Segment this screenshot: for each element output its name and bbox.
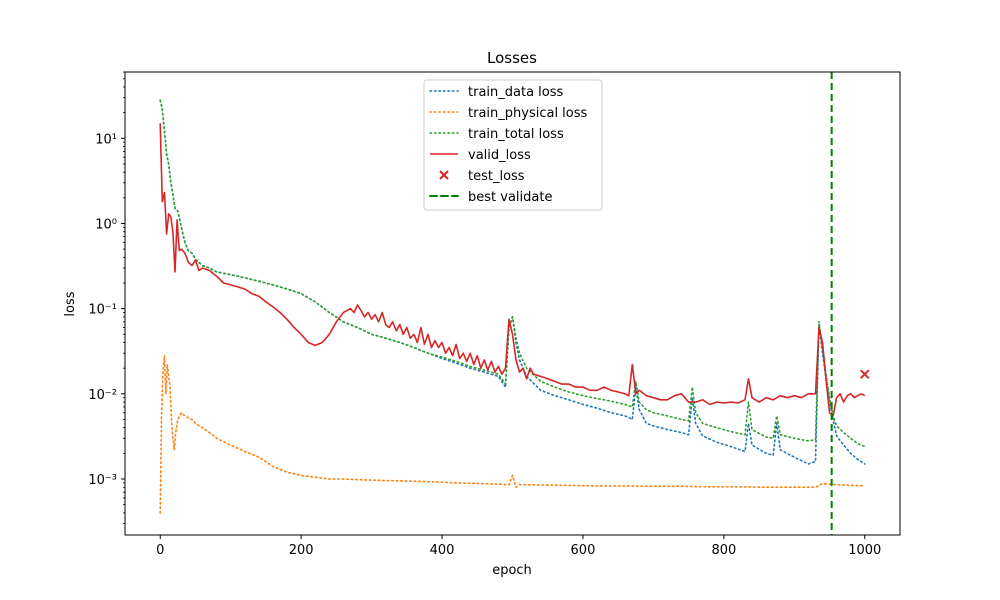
legend-item-train-data-loss: train_data loss (429, 85, 564, 100)
x-tick-label: 0 (156, 543, 164, 558)
legend-item-valid-loss: valid_loss (430, 148, 531, 163)
legend-box (423, 79, 603, 211)
x-tick-label: 400 (430, 543, 455, 558)
x-tick-label: 800 (711, 543, 736, 558)
y-tick-label: 10⁰ (95, 217, 117, 232)
test-loss-marker (860, 369, 870, 379)
data-layer (159, 72, 870, 535)
legend-item-train-physical-loss: train_physical loss (429, 106, 588, 121)
legend-label: train_total loss (468, 127, 564, 142)
x-tick-label: 1000 (848, 543, 881, 558)
series-line-train-physical-loss (159, 354, 866, 514)
legend-label: valid_loss (468, 148, 531, 163)
x-axis-label: epoch (492, 563, 532, 578)
y-tick-label: 10⁻¹ (88, 303, 117, 318)
y-tick-label: 10¹ (95, 132, 117, 147)
legend: train_data loss train_physical loss train_… (423, 79, 603, 211)
y-axis-label: loss (63, 291, 78, 316)
legend-item-best-validate: best validate (429, 190, 552, 205)
legend-label: best validate (468, 190, 552, 205)
ticks-layer: 0 200 400 600 800 1000 10⁻³ 10⁻² 10⁻¹ 10⁰ 10¹ (88, 71, 881, 558)
legend-label: train_data loss (468, 85, 564, 100)
legend-item-train-total-loss: train_total loss (429, 127, 564, 142)
legend-label: train_physical loss (468, 106, 588, 121)
y-tick-label: 10⁻² (88, 388, 117, 403)
legend-item-test-loss: test_loss (439, 169, 525, 184)
x-tick-label: 200 (289, 543, 314, 558)
y-tick-label: 10⁻³ (88, 473, 117, 488)
series-line-valid-loss (159, 123, 866, 417)
series-line-train-total-loss (159, 99, 866, 448)
chart-title: Losses (487, 49, 537, 67)
x-tick-label: 600 (571, 543, 596, 558)
plot-frame (124, 71, 901, 536)
legend-label: test_loss (468, 169, 525, 184)
